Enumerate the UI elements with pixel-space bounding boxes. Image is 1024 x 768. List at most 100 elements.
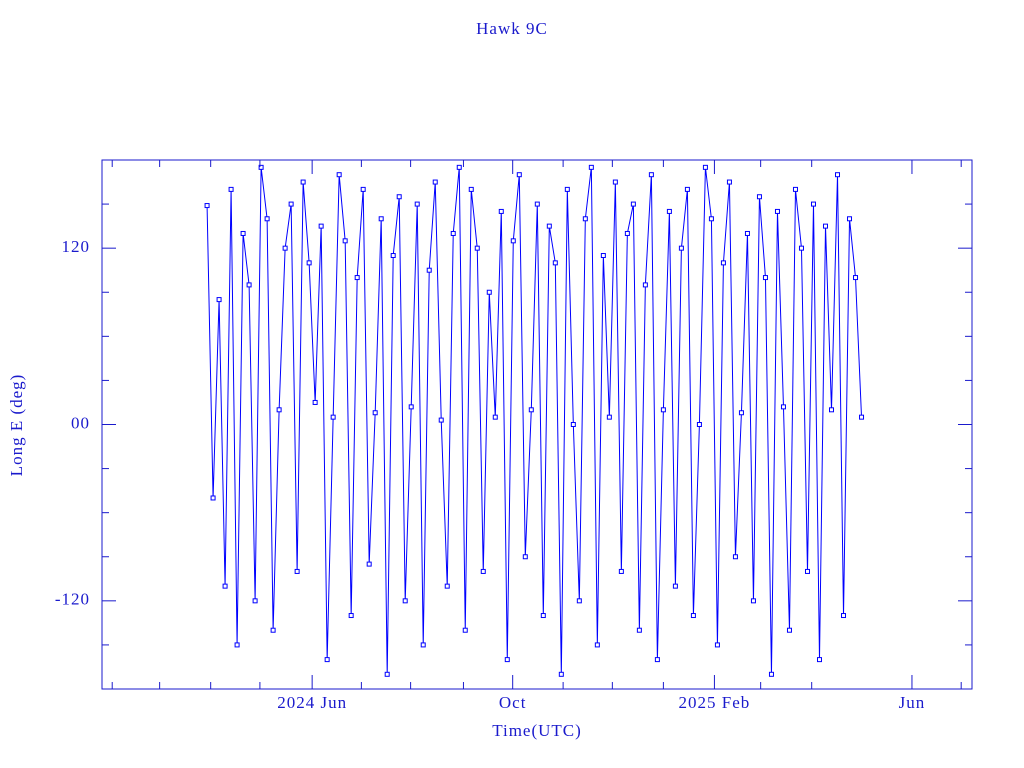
data-point bbox=[264, 216, 270, 222]
data-point bbox=[570, 422, 576, 427]
data-point bbox=[847, 216, 853, 222]
data-point bbox=[348, 613, 354, 619]
data-point bbox=[222, 583, 228, 589]
data-point bbox=[456, 164, 462, 170]
data-point bbox=[780, 404, 786, 410]
data-point bbox=[798, 245, 804, 251]
data-point bbox=[228, 186, 234, 192]
data-point bbox=[756, 194, 762, 200]
data-point bbox=[432, 179, 438, 185]
data-point bbox=[841, 613, 847, 619]
data-point bbox=[408, 404, 414, 410]
data-point bbox=[402, 598, 408, 604]
data-point bbox=[312, 399, 318, 405]
data-point bbox=[720, 260, 726, 266]
x-tick-label: 2024 Jun bbox=[277, 693, 347, 712]
data-point bbox=[216, 297, 222, 303]
data-point bbox=[324, 657, 330, 663]
data-point bbox=[582, 216, 588, 222]
data-point bbox=[835, 172, 841, 178]
y-tick-label: 00 bbox=[71, 413, 90, 432]
data-point bbox=[774, 208, 780, 214]
data-point bbox=[714, 642, 720, 648]
data-point bbox=[738, 410, 744, 416]
data-point bbox=[426, 267, 432, 273]
x-tick-label: Jun bbox=[899, 693, 926, 712]
data-point bbox=[462, 627, 468, 633]
y-axis-label: Long E (deg) bbox=[7, 374, 26, 477]
data-point bbox=[474, 245, 480, 251]
data-point bbox=[258, 164, 264, 170]
data-point bbox=[708, 216, 714, 222]
y-tick-label: -120 bbox=[55, 590, 90, 609]
data-point bbox=[804, 568, 810, 574]
data-point bbox=[762, 275, 768, 281]
data-point bbox=[564, 186, 570, 192]
data-point bbox=[372, 410, 378, 416]
data-point bbox=[822, 223, 828, 229]
data-point bbox=[702, 164, 708, 170]
data-point bbox=[648, 172, 654, 178]
data-point bbox=[558, 671, 564, 677]
plot-area bbox=[204, 164, 865, 677]
data-point bbox=[696, 422, 702, 427]
data-point bbox=[829, 407, 835, 413]
data-point bbox=[318, 223, 324, 229]
data-point bbox=[414, 201, 420, 207]
data-point bbox=[732, 554, 738, 560]
data-point bbox=[270, 627, 276, 633]
data-point bbox=[300, 179, 306, 185]
data-point bbox=[534, 201, 540, 207]
data-point bbox=[390, 253, 396, 259]
data-point bbox=[642, 282, 648, 288]
y-tick-label: 120 bbox=[62, 237, 91, 256]
data-point bbox=[594, 642, 600, 648]
data-point bbox=[276, 407, 282, 413]
data-point bbox=[210, 495, 216, 501]
data-point bbox=[600, 253, 606, 259]
data-point bbox=[666, 208, 672, 214]
data-point bbox=[630, 201, 636, 207]
data-point bbox=[654, 657, 660, 663]
data-point bbox=[246, 282, 252, 288]
data-point bbox=[516, 172, 522, 178]
data-point bbox=[660, 407, 666, 413]
data-point bbox=[672, 583, 678, 589]
data-point bbox=[546, 223, 552, 229]
data-point bbox=[606, 414, 612, 420]
data-point bbox=[438, 417, 444, 423]
data-point bbox=[636, 627, 642, 633]
data-point bbox=[396, 194, 402, 200]
data-point bbox=[792, 186, 798, 192]
data-point bbox=[234, 642, 240, 648]
data-point bbox=[342, 238, 348, 244]
data-point bbox=[330, 414, 336, 420]
data-point bbox=[492, 414, 498, 420]
data-point bbox=[859, 414, 865, 420]
data-point bbox=[588, 164, 594, 170]
data-point bbox=[768, 671, 774, 677]
data-point bbox=[540, 613, 546, 619]
data-point bbox=[816, 657, 822, 663]
data-point bbox=[510, 238, 516, 244]
data-point bbox=[504, 657, 510, 663]
data-point bbox=[252, 598, 258, 604]
data-point bbox=[853, 275, 859, 281]
data-point bbox=[480, 568, 486, 574]
data-point bbox=[498, 208, 504, 214]
data-point bbox=[786, 627, 792, 633]
data-point bbox=[294, 568, 300, 574]
data-point bbox=[384, 671, 390, 677]
data-point bbox=[336, 172, 342, 178]
plot-frame bbox=[101, 159, 973, 690]
data-point bbox=[612, 179, 618, 185]
data-point bbox=[624, 230, 630, 236]
data-point bbox=[552, 260, 558, 266]
data-point bbox=[576, 598, 582, 604]
data-point bbox=[690, 613, 696, 619]
data-point bbox=[810, 201, 816, 207]
x-tick-label: Oct bbox=[499, 693, 527, 712]
data-point bbox=[684, 186, 690, 192]
data-point bbox=[240, 230, 246, 236]
